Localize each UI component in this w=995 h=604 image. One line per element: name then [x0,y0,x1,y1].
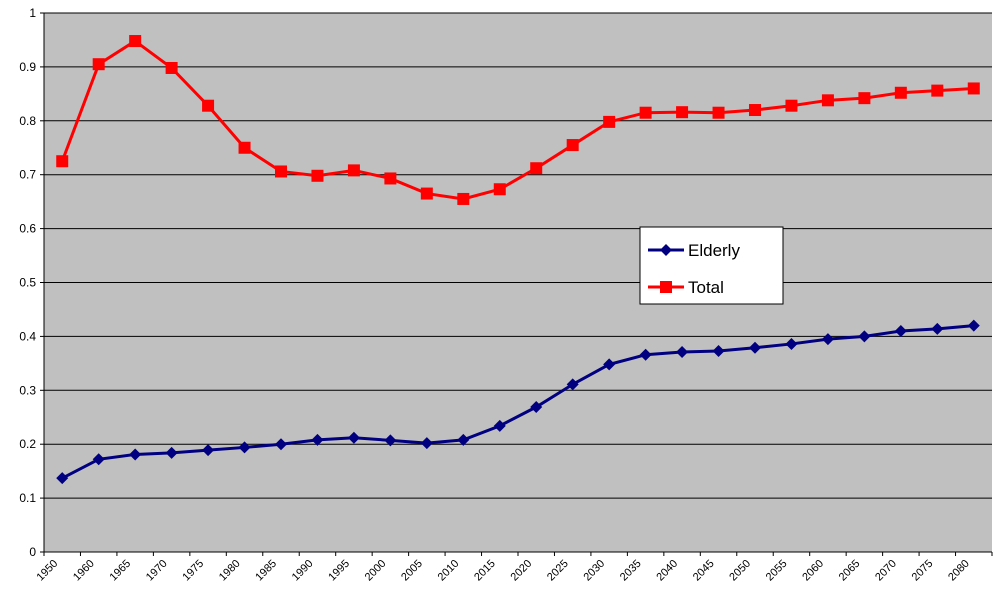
point [639,106,652,119]
x-tick-label: 2050 [727,558,753,584]
x-tick-label: 2025 [545,558,571,584]
point [931,322,944,335]
point [967,319,980,332]
point [238,141,251,154]
point [129,35,142,48]
y-tick-label: 0 [29,545,36,559]
legend-label: Elderly [688,241,740,260]
legend-marker [660,244,672,256]
point [347,431,360,444]
point [676,346,689,359]
point [967,82,980,95]
point [821,94,834,107]
x-tick-label: 1960 [71,558,97,584]
point [566,139,579,152]
y-tick-label: 0.1 [19,491,36,505]
point [347,164,360,177]
y-tick-label: 1 [29,6,36,20]
point [493,183,506,196]
x-tick-label: 2015 [472,558,498,584]
point [858,92,871,105]
x-tick-label: 1990 [290,558,316,584]
point [165,446,178,459]
point [858,330,871,343]
point [785,99,798,112]
point [749,104,761,117]
point [493,419,506,432]
point [202,444,215,457]
x-tick-label: 2030 [581,558,607,584]
y-tick-label: 0.4 [19,329,36,343]
point [712,344,725,357]
legend-label: Total [688,278,724,297]
x-tick-label: 1965 [107,558,133,584]
point [92,453,105,466]
point [566,378,579,391]
series-line [60,39,974,201]
point [311,169,324,182]
point [931,84,944,97]
y-tick-label: 0.5 [19,276,36,290]
x-tick-label: 2075 [910,558,936,584]
point [603,358,616,371]
x-tick-label: 1980 [217,558,243,584]
x-tick-label: 2000 [363,558,389,584]
legend: Elderly Total [639,226,784,305]
point [639,348,652,361]
y-tick-label: 0.8 [19,114,36,128]
x-tick-label: 2045 [691,558,717,584]
x-tick-label: 1995 [326,558,352,584]
point [129,448,142,461]
point [603,115,616,128]
point [894,86,907,99]
x-tick-label: 2010 [436,558,462,584]
x-tick-label: 1950 [35,558,61,584]
point [92,58,105,71]
legend-marker [660,281,672,293]
point [275,165,287,178]
point [712,106,725,119]
y-tick-label: 0.2 [19,437,36,451]
x-tick-label: 1975 [180,558,206,584]
point [530,401,543,414]
x-tick-label: 2035 [618,558,644,584]
point [457,433,470,446]
point [457,192,470,205]
x-tick-label: 2070 [873,558,899,584]
point [311,433,324,446]
y-tick-label: 0.3 [19,383,36,397]
x-tick-label: 2040 [654,558,680,584]
y-tick-label: 0.7 [19,168,36,182]
point [165,61,178,74]
point [530,162,543,175]
point [56,472,69,485]
y-tick-label: 0.9 [19,60,36,74]
x-tick-label: 2060 [800,558,826,584]
x-tick-label: 2055 [764,558,790,584]
point [56,155,69,168]
series-line [61,324,974,480]
point [202,99,215,112]
x-tick-label: 1970 [144,558,170,584]
x-tick-label: 2080 [946,558,972,584]
point [238,441,251,454]
point [821,333,834,346]
point [749,341,761,354]
point [676,106,689,119]
point [894,325,907,338]
point [275,438,287,451]
point [420,187,433,200]
x-tick-label: 1985 [253,558,279,584]
point [384,172,397,185]
y-tick-label: 0.6 [19,222,36,236]
point [420,437,433,450]
point [785,337,798,350]
x-tick-label: 2065 [837,558,863,584]
x-tick-label: 2005 [399,558,425,584]
point [384,434,397,447]
x-tick-label: 2020 [509,558,535,584]
